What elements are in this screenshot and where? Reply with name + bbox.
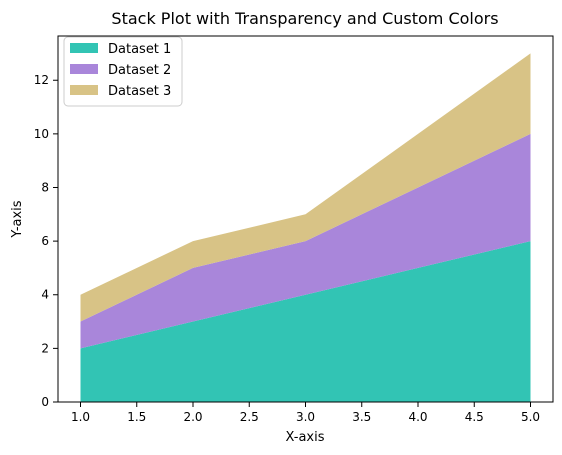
legend: Dataset 1 Dataset 2 Dataset 3: [63, 36, 183, 107]
y-tick-label: 10: [34, 127, 49, 141]
y-tick-label: 4: [41, 288, 49, 302]
x-tick-label: 3.0: [296, 410, 315, 424]
legend-label: Dataset 2: [108, 63, 171, 78]
area-series-3: [80, 53, 531, 322]
x-tick-label: 1.5: [127, 410, 146, 424]
y-tick-label: 6: [41, 234, 49, 248]
y-axis-ticks: 0 2 4 6 8 10 12: [34, 73, 58, 409]
y-tick-label: 0: [41, 395, 49, 409]
y-tick-label: 8: [41, 180, 49, 194]
y-tick-label: 12: [34, 73, 49, 87]
legend-swatch: [70, 43, 98, 53]
x-tick-label: 2.0: [183, 410, 202, 424]
legend-label: Dataset 3: [108, 84, 171, 99]
legend-swatch: [70, 64, 98, 74]
x-tick-label: 2.5: [240, 410, 259, 424]
x-tick-label: 4.0: [408, 410, 427, 424]
area-series-1: [80, 241, 531, 402]
y-axis-label: Y-axis: [10, 200, 25, 238]
y-tick-label: 2: [41, 341, 49, 355]
legend-label: Dataset 1: [108, 42, 171, 57]
x-axis-label: X-axis: [286, 430, 325, 445]
x-tick-label: 4.5: [465, 410, 484, 424]
stack-areas: [80, 53, 531, 402]
x-tick-label: 3.5: [352, 410, 371, 424]
chart-title: Stack Plot with Transparency and Custom …: [111, 9, 498, 28]
x-tick-label: 5.0: [521, 410, 540, 424]
x-axis-ticks: 1.0 1.5 2.0 2.5 3.0 3.5 4.0 4.5 5.0: [71, 402, 540, 424]
legend-swatch: [70, 85, 98, 95]
x-tick-label: 1.0: [71, 410, 90, 424]
